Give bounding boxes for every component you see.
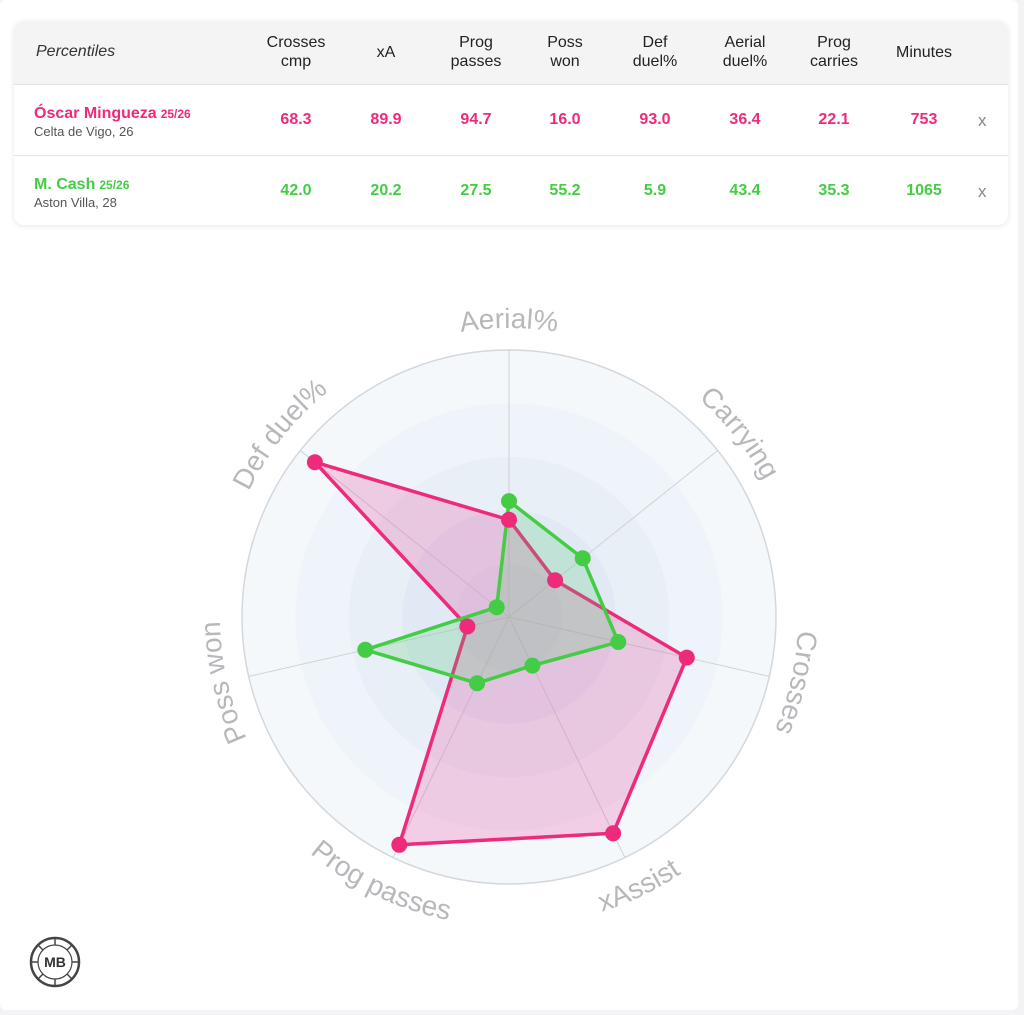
stat-cell: 89.9 (370, 111, 402, 128)
data-point (547, 572, 564, 589)
data-point (524, 657, 541, 674)
column-header-line: Aerial (724, 34, 766, 51)
column-header-line: duel% (632, 53, 678, 70)
data-point (391, 836, 408, 853)
column-header-line: Def (642, 34, 668, 51)
table-header: Percentiles Crosses cmp xA Prog passes Poss wo… (14, 21, 1008, 85)
stat-cell: 5.9 (643, 182, 667, 199)
remove-player-button[interactable]: x (978, 182, 987, 201)
column-header-line: xA (376, 44, 396, 61)
column-header[interactable]: xA (341, 43, 431, 62)
column-header[interactable]: Poss won (520, 33, 610, 71)
table-title: Percentiles (36, 43, 116, 60)
stat-cell: 42.0 (280, 182, 312, 199)
data-point (678, 649, 695, 666)
radar-spoke (508, 616, 626, 858)
player-row: Óscar Mingueza 25/26 Celta de Vigo, 26 68.3… (14, 85, 1008, 156)
player-name[interactable]: M. Cash 25/26 (34, 176, 129, 194)
data-point (306, 454, 323, 471)
data-point (501, 493, 517, 510)
stat-cell: 36.4 (729, 111, 761, 128)
data-point (459, 618, 476, 635)
column-header[interactable]: Aerial duel% (700, 33, 790, 71)
data-point (501, 511, 517, 528)
radar-spoke (508, 616, 770, 677)
axis-label: Aerial% (458, 303, 561, 338)
player-name-text: M. Cash (34, 176, 96, 193)
radar-spoke (299, 450, 510, 618)
column-header[interactable]: Prog carries (789, 33, 879, 71)
column-header[interactable]: Crosses cmp (251, 33, 341, 71)
axis-label-text: Crosses (769, 630, 822, 739)
column-header-line: won (550, 53, 580, 70)
stat-cell: 16.0 (549, 111, 581, 128)
data-point (488, 599, 505, 616)
data-point (469, 675, 486, 692)
player-season: 25/26 (160, 107, 191, 121)
stat-cell: 22.1 (818, 111, 850, 128)
player-team: Aston Villa, 28 (34, 195, 117, 210)
player-team: Celta de Vigo, 26 (34, 124, 134, 139)
stat-cell: 27.5 (460, 182, 492, 199)
stat-cell: 93.0 (639, 111, 671, 128)
stat-cell: 43.4 (729, 182, 761, 199)
column-header[interactable]: Minutes (879, 43, 969, 62)
radar-spoke (392, 616, 510, 858)
data-point (574, 550, 591, 567)
player-season: 25/26 (99, 178, 130, 192)
column-header[interactable]: Def duel% (610, 33, 700, 71)
player-name[interactable]: Óscar Mingueza 25/26 (34, 105, 191, 123)
remove-player-button[interactable]: x (978, 111, 987, 130)
column-header-line: Prog (459, 34, 493, 51)
player-row: M. Cash 25/26 Aston Villa, 28 42.0 20.2 27.5 5… (14, 156, 1008, 225)
data-point (357, 641, 374, 658)
stat-cell: 68.3 (280, 111, 312, 128)
player-name-text: Óscar Mingueza (34, 105, 157, 122)
axis-label: Crosses (769, 630, 822, 739)
column-header-line: Minutes (895, 44, 953, 61)
stat-cell: 55.2 (549, 182, 581, 199)
column-header-line: duel% (722, 53, 768, 70)
data-point (605, 825, 622, 842)
stat-cell: 1065 (906, 182, 942, 199)
column-header-line: Crosses (266, 34, 326, 51)
column-header-line: cmp (280, 53, 312, 70)
column-header-line: passes (450, 53, 502, 70)
stat-cell: 753 (910, 111, 938, 128)
stat-cell: 35.3 (818, 182, 850, 199)
mb-logo: MB (29, 936, 81, 988)
stat-cell: 94.7 (460, 111, 492, 128)
column-header-line: Prog (817, 34, 851, 51)
percentiles-table: Percentiles Crosses cmp xA Prog passes Poss wo… (14, 21, 1008, 225)
radar-spoke (508, 450, 719, 618)
svg-text:MB: MB (44, 954, 66, 970)
column-header-line: carries (809, 53, 858, 70)
data-point (610, 634, 627, 650)
stat-cell: 20.2 (370, 182, 402, 199)
series-area-1 (363, 499, 621, 685)
series-area-0 (313, 460, 689, 847)
axis-label-text: Aerial% (458, 303, 561, 338)
column-header-line: Poss (547, 34, 583, 51)
column-header[interactable]: Prog passes (431, 33, 521, 71)
